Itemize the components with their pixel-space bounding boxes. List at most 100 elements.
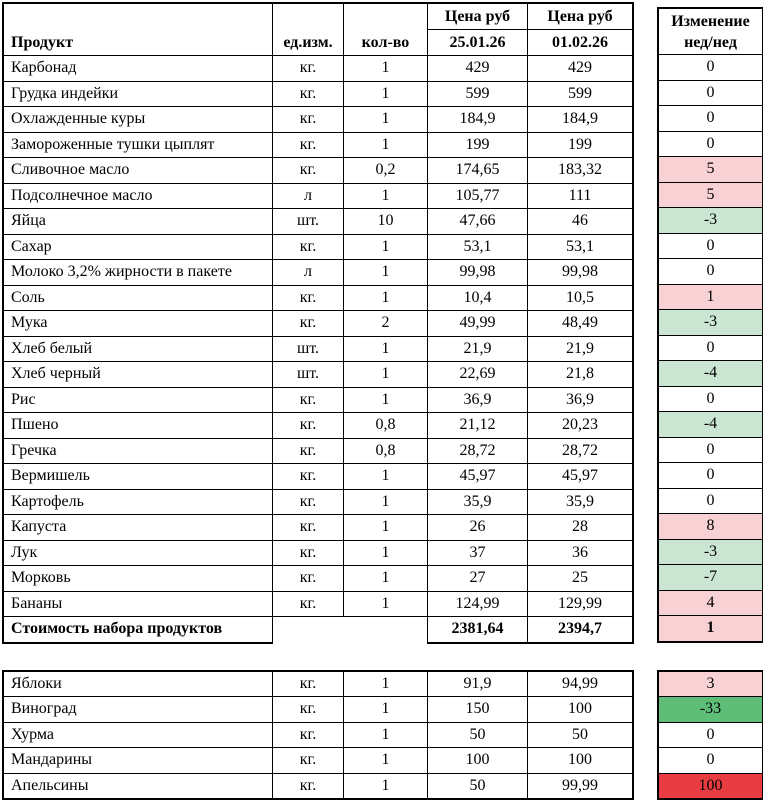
change-cell: 0: [659, 234, 762, 260]
price2-cell: 184,9: [528, 107, 632, 133]
product-name-cell: Соль: [4, 286, 273, 312]
change-row: 0: [659, 748, 762, 774]
product-name-cell: Карбонад: [4, 56, 273, 82]
unit-cell: кг.: [273, 541, 344, 567]
change-cell: 0: [659, 438, 762, 464]
price2-cell: 199: [528, 133, 632, 159]
qty-cell: 0,2: [344, 158, 428, 184]
product-name-cell: Яйца: [4, 209, 273, 235]
total-row: Стоимость набора продуктов 2381,64 2394,…: [4, 617, 632, 644]
product-name-cell: Охлажденные куры: [4, 107, 273, 133]
product-name-cell: Хлеб белый: [4, 337, 273, 363]
price2-cell: 129,99: [528, 592, 632, 618]
unit-cell: шт.: [273, 362, 344, 388]
change-cell: -7: [659, 565, 762, 591]
change-cell: 0: [659, 336, 762, 362]
header-row-1: Продукт ед.изм. кол-во Цена руб Цена руб: [4, 4, 632, 30]
main-price-section: Продукт ед.изм. кол-во Цена руб Цена руб…: [2, 2, 763, 644]
price1-cell: 45,97: [428, 464, 528, 490]
unit-cell: кг.: [273, 515, 344, 541]
change-row: -3: [659, 540, 762, 566]
product-name-cell: Грудка индейки: [4, 82, 273, 108]
change-row: 8: [659, 514, 762, 540]
unit-cell: л: [273, 260, 344, 286]
price2-cell: 50: [528, 723, 632, 749]
change-row: 0: [659, 106, 762, 132]
change-cell: -3: [659, 540, 762, 566]
qty-cell: 1: [344, 184, 428, 210]
price1-cell: 35,9: [428, 490, 528, 516]
price2-cell: 36,9: [528, 388, 632, 414]
change-header-line2: нед/нед: [659, 32, 762, 53]
main-price-table: Продукт ед.изм. кол-во Цена руб Цена руб…: [2, 2, 634, 644]
unit-cell: кг.: [273, 235, 344, 261]
price2-cell: 48,49: [528, 311, 632, 337]
qty-cell: 1: [344, 697, 428, 723]
change-column-footer: 1: [659, 616, 762, 641]
product-name-cell: Капуста: [4, 515, 273, 541]
change-cell: 0: [659, 132, 762, 158]
price1-cell: 124,99: [428, 592, 528, 618]
unit-cell: л: [273, 184, 344, 210]
price1-cell: 49,99: [428, 311, 528, 337]
price2-cell: 25: [528, 566, 632, 592]
change-row: -7: [659, 565, 762, 591]
change-row: 0: [659, 132, 762, 158]
unit-cell: кг.: [273, 413, 344, 439]
price2-cell: 183,32: [528, 158, 632, 184]
unit-cell: кг.: [273, 107, 344, 133]
unit-cell: кг.: [273, 388, 344, 414]
qty-cell: 1: [344, 515, 428, 541]
product-name-cell: Вермишель: [4, 464, 273, 490]
total-price2-cell: 2394,7: [528, 617, 632, 644]
price2-cell: 36: [528, 541, 632, 567]
price2-cell: 100: [528, 748, 632, 774]
section-gap: [2, 644, 763, 670]
change-row: 0: [659, 438, 762, 464]
price2-cell: 111: [528, 184, 632, 210]
change-cell: 0: [659, 489, 762, 515]
qty-cell: 1: [344, 388, 428, 414]
price1-cell: 21,9: [428, 337, 528, 363]
price1-cell: 429: [428, 56, 528, 82]
price2-cell: 21,8: [528, 362, 632, 388]
change-cell: -4: [659, 412, 762, 438]
unit-cell: кг.: [273, 311, 344, 337]
price1-cell: 174,65: [428, 158, 528, 184]
change-row: 0: [659, 55, 762, 81]
unit-cell: кг.: [273, 56, 344, 82]
change-row: 0: [659, 723, 762, 749]
product-name-cell: Подсолнечное масло: [4, 184, 273, 210]
product-name-cell: Мука: [4, 311, 273, 337]
unit-cell: кг.: [273, 464, 344, 490]
price2-cell: 429: [528, 56, 632, 82]
change-row: -3: [659, 310, 762, 336]
price2-cell: 99,99: [528, 774, 632, 799]
qty-cell: 10: [344, 209, 428, 235]
change-row: 1: [659, 285, 762, 311]
price1-cell: 100: [428, 748, 528, 774]
qty-cell: 1: [344, 490, 428, 516]
product-name-cell: Яблоки: [4, 672, 273, 698]
main-table-footer: Стоимость набора продуктов 2381,64 2394,…: [4, 617, 632, 644]
qty-cell: 1: [344, 82, 428, 108]
product-name-cell: Пшено: [4, 413, 273, 439]
unit-cell: кг.: [273, 774, 344, 799]
unit-cell: кг.: [273, 133, 344, 159]
qty-cell: 1: [344, 107, 428, 133]
price1-cell: 22,69: [428, 362, 528, 388]
product-name-cell: Картофель: [4, 490, 273, 516]
unit-cell: шт.: [273, 337, 344, 363]
unit-cell: кг.: [273, 286, 344, 312]
